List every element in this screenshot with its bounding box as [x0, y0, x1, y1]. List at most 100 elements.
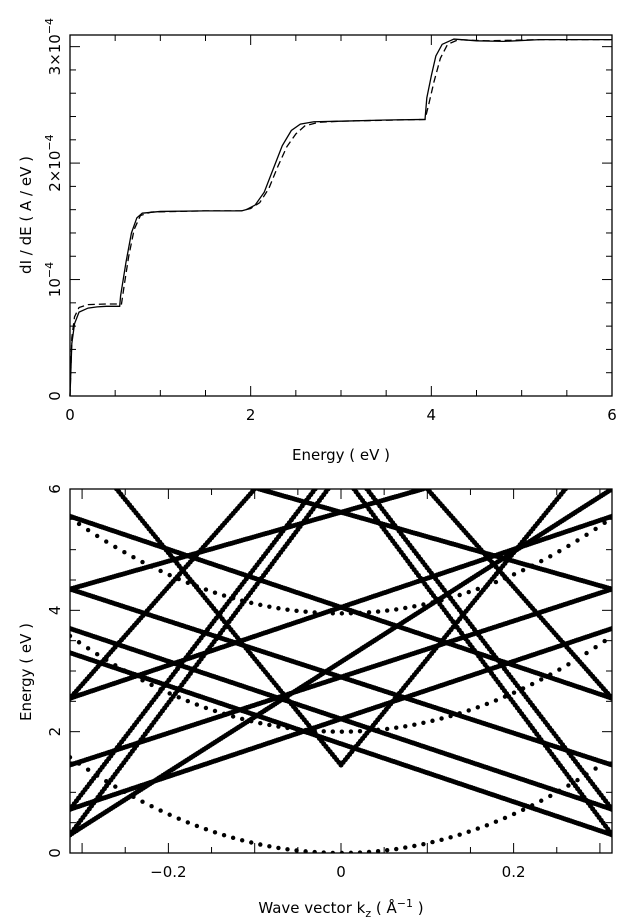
band-dot — [239, 716, 245, 722]
bottom-chart: −0.2 0 0.2 0 2 4 6 Wave vector kz ( Å−1 ) Ene… — [17, 484, 613, 920]
band-dot — [285, 847, 290, 852]
band-dot — [475, 826, 480, 831]
band-dot — [258, 602, 263, 608]
band-point — [609, 695, 612, 701]
band-dot — [593, 766, 598, 771]
band-dot — [566, 543, 571, 549]
band-dot — [203, 827, 209, 832]
band-dot — [493, 819, 499, 824]
band-dot — [185, 580, 191, 585]
band-dot — [575, 777, 580, 783]
band-dot — [384, 726, 390, 732]
top-y-tick-label: 3×10−4 — [43, 18, 64, 75]
band-dot — [357, 850, 363, 853]
band-dot — [457, 832, 462, 837]
top-y-tick-labels: 0 10−4 2×10−4 3×10−4 — [43, 18, 64, 401]
band-dot — [529, 681, 535, 687]
bottom-y-tick-labels: 0 2 4 6 — [46, 484, 64, 858]
band-dot — [212, 830, 218, 835]
band-dot — [285, 607, 290, 612]
band-dot — [239, 838, 245, 843]
band-dot — [221, 593, 227, 598]
band-dot — [421, 602, 426, 607]
band-dot — [448, 835, 453, 840]
bottom-x-title-close: ) — [413, 899, 424, 917]
bottom-x-axis-title: Wave vector kz ( Å−1 ) — [258, 897, 423, 920]
top-y-tick-label: 2×10−4 — [43, 134, 64, 191]
top-x-tick-label: 4 — [427, 406, 437, 424]
bottom-x-title-unit-exp: −1 — [397, 897, 413, 910]
band-point — [609, 832, 612, 838]
band-dot — [511, 811, 517, 817]
band-dot — [430, 718, 435, 723]
top-y-axis-title: dI / dE ( A / eV ) — [17, 156, 35, 274]
band-dot — [566, 662, 571, 667]
band-dot — [221, 832, 227, 838]
bottom-y-tick-label: 0 — [46, 848, 64, 858]
band-dot — [185, 698, 191, 704]
band-point — [609, 626, 612, 632]
bottom-x-title-unit-text: ( Å — [376, 898, 398, 917]
band-dot — [593, 644, 598, 650]
dashed-series-line — [69, 39, 612, 397]
band-dot — [557, 667, 562, 672]
band-dot — [539, 677, 544, 682]
band-dot — [185, 820, 191, 825]
band-point — [252, 489, 258, 492]
band-dot — [466, 708, 471, 713]
top-x-tick-label: 2 — [246, 406, 256, 424]
bottom-y-tick-label: 2 — [46, 727, 64, 737]
band-dot — [439, 837, 444, 843]
band-dot — [267, 722, 272, 728]
band-dot — [493, 579, 499, 585]
band-dot — [403, 845, 408, 850]
band-dot — [475, 705, 480, 710]
band-dot — [330, 850, 335, 853]
band-dot — [430, 839, 435, 845]
band-dot — [140, 559, 145, 565]
band-dot — [230, 835, 236, 841]
top-plot-frame — [69, 34, 613, 397]
band-dot — [94, 533, 100, 539]
band-dot — [394, 607, 399, 612]
band-dot — [548, 554, 553, 559]
bottom-x-title-main: Wave vector k — [258, 899, 365, 917]
band-point — [325, 489, 331, 492]
band-dot — [194, 823, 200, 829]
band-dot — [548, 793, 553, 799]
band-dot — [212, 708, 218, 714]
band-dot — [167, 812, 172, 817]
band-dot — [366, 849, 372, 853]
band-dot — [566, 783, 571, 788]
band-dot — [502, 815, 508, 821]
band-dot — [511, 572, 517, 577]
band-dot — [167, 572, 172, 578]
bottom-y-axis-title: Energy ( eV ) — [17, 623, 35, 721]
band-dot — [158, 808, 163, 813]
top-series — [69, 38, 612, 397]
band-dot — [249, 840, 254, 845]
band-dot — [421, 720, 426, 726]
band-point — [609, 762, 612, 768]
band-dot — [575, 538, 580, 543]
band-dot — [557, 549, 562, 554]
band-dot — [339, 611, 345, 616]
band-dot — [122, 550, 127, 555]
top-y-tick-label: 10−4 — [43, 262, 64, 297]
band-dot — [249, 600, 254, 606]
bottom-x-title-sub: z — [365, 907, 371, 920]
band-dot — [131, 555, 136, 560]
top-x-axis-title: Energy ( eV ) — [292, 446, 390, 464]
band-dot — [394, 725, 399, 730]
top-chart: 0 2 4 6 0 10−4 2×10−4 3×10−4 Energy ( eV ) dI … — [17, 18, 617, 464]
band-dot — [348, 729, 354, 734]
band-dot — [330, 729, 335, 734]
band-dot — [602, 638, 607, 644]
band-dot — [70, 633, 73, 639]
band-dot — [76, 640, 82, 645]
band-dot — [176, 816, 181, 821]
band-dot — [339, 729, 345, 734]
band-dot — [76, 521, 82, 527]
band-dot — [149, 682, 154, 688]
